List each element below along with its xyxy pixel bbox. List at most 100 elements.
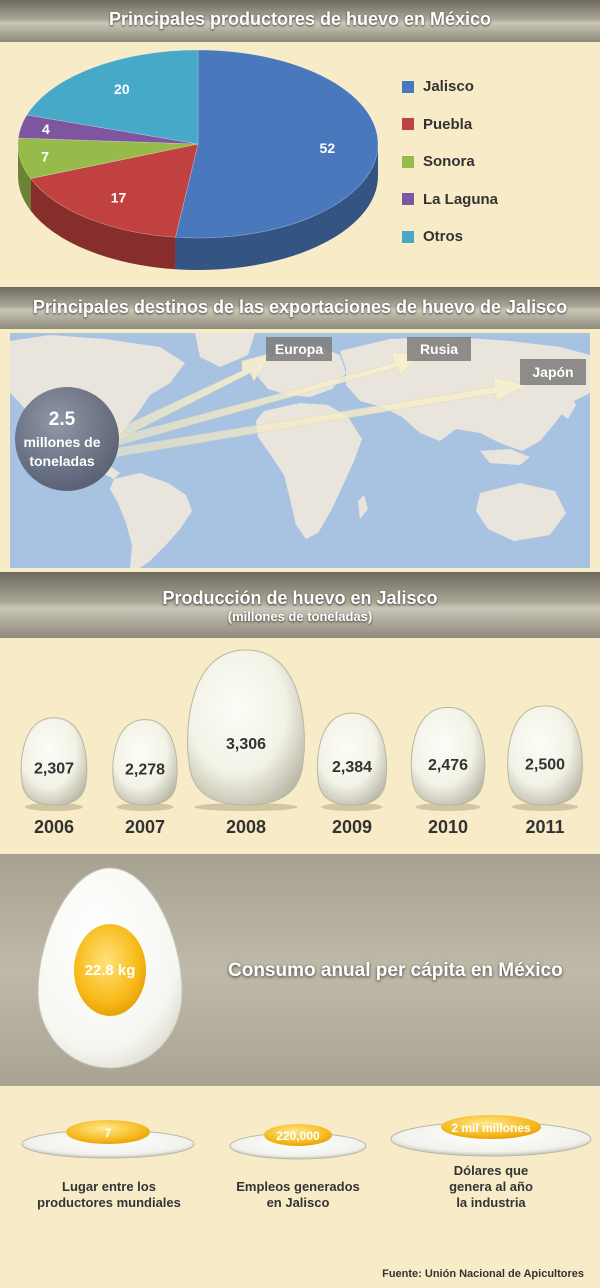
export-volume-circle: [15, 387, 119, 491]
legend-swatch: [402, 118, 414, 131]
legend-label: Puebla: [423, 115, 473, 133]
legend-label: La Laguna: [423, 190, 499, 208]
export-volume-unit-1: millones de: [23, 434, 100, 450]
production-chart-area: 2,307 2,278 3,306 2,384 2,476 2,500 2006 2007 2…: [0, 638, 600, 854]
pie-slice-la-laguna: [18, 114, 199, 145]
egg-value-label-2007: 2,278: [125, 761, 165, 778]
map-section-header: Principales destinos de las exportacione…: [0, 287, 600, 329]
legend-item-sonora: Sonora: [402, 143, 498, 181]
fact-value-3: 2 mil millones: [451, 1121, 531, 1135]
pie-value-label-jalisco: 52: [320, 140, 336, 156]
fact-value-2: 220,000: [276, 1129, 320, 1143]
pie-legend: Jalisco Puebla Sonora La Laguna Otros: [402, 68, 498, 256]
export-volume-unit-2: toneladas: [29, 453, 95, 469]
consumption-section: 22.8 kg Consumo anual per cápita en Méxi…: [0, 854, 600, 1086]
fried-eggs: 7 220,000 2 mil millones: [21, 1115, 592, 1160]
consumption-value: 22.8 kg: [85, 962, 136, 979]
legend-swatch: [402, 155, 414, 168]
pie-slice-otros: [26, 49, 199, 145]
fact-label-1: Lugar entre los productores mundiales: [37, 1179, 181, 1210]
pie-value-label-otros: 20: [114, 81, 130, 97]
year-label-2008: 2008: [225, 817, 267, 837]
legend-label: Jalisco: [423, 78, 474, 96]
destination-japon: Japón: [532, 364, 573, 380]
arrow-to-japon: [73, 376, 527, 464]
consumption-label: Consumo anual per cápita en México: [228, 960, 563, 981]
pie-value-label-la-laguna: 4: [42, 121, 50, 137]
pie-slice-puebla: [30, 143, 199, 238]
destination-box-europa: [266, 337, 332, 361]
destination-box-rusia: [407, 337, 471, 361]
egg-2009: [316, 712, 388, 806]
egg-yolk: [74, 924, 146, 1016]
pie-chart-area: 52 17 7 4 20 Jalisco Puebla Sonora La Laguna Otr…: [0, 42, 600, 287]
fact-label-3: Dólares que genera al año la industria: [449, 1163, 533, 1210]
year-label-2010: 2010: [427, 817, 469, 837]
pie-side-walls: [18, 144, 378, 270]
egg-shadow-2010: [415, 803, 481, 811]
egg-2007: [112, 719, 178, 806]
pie-chart: 52 17 7 4 20: [17, 49, 379, 270]
landmass-australia: [476, 483, 566, 541]
map-section-title: Principales destinos de las exportacione…: [32, 297, 568, 317]
legend-item-otros: Otros: [402, 218, 498, 256]
legend-label: Otros: [423, 228, 464, 246]
egg-value-label-2008: 3,306: [226, 736, 266, 753]
egg-shadow-2007: [116, 803, 174, 811]
egg-2010: [410, 706, 486, 806]
fact-egg-yolk-1: [66, 1120, 150, 1144]
landmass-greenland: [195, 333, 255, 367]
year-label-2009: 2009: [331, 817, 373, 837]
egg-value-label-2009: 2,384: [332, 759, 372, 776]
year-label-2007: 2007: [124, 817, 166, 837]
destination-box-japon: [520, 359, 586, 385]
pie-side-jalisco: [175, 144, 378, 270]
fact-egg-yolk-2: [264, 1124, 332, 1146]
pie-side-sonora: [18, 144, 31, 211]
landmass-madagascar: [358, 495, 368, 519]
legend-swatch: [402, 230, 414, 243]
landmass-africa: [256, 403, 362, 539]
pie-slice-sonora: [17, 137, 199, 179]
export-map-area: 2.5 millones de toneladas Europa Rusia J…: [0, 329, 600, 572]
legend-swatch: [402, 80, 414, 93]
egg-2006: [20, 717, 88, 806]
big-egg: 22.8 kg: [37, 867, 183, 1069]
arrow-to-rusia: [71, 352, 423, 458]
egg-2011: [507, 705, 583, 806]
egg-shadow-2006: [24, 803, 84, 811]
landmass-south-america: [110, 473, 192, 568]
year-label-2006: 2006: [33, 817, 75, 837]
egg-value-label-2006: 2,307: [34, 761, 74, 778]
world-map: 2.5 millones de toneladas Europa Rusia J…: [10, 333, 590, 568]
egg-value-label-2011: 2,500: [525, 756, 565, 773]
landmass-southeast-asia: [480, 449, 530, 465]
pie-slice-jalisco: [175, 49, 379, 239]
pie-side-puebla: [30, 178, 176, 270]
fact-value-1: 7: [105, 1126, 112, 1140]
source-note: Fuente: Unión Nacional de Apicultores: [382, 1268, 584, 1280]
facts-section: 7 220,000 2 mil millones Lugar entre los…: [0, 1086, 600, 1288]
legend-label: Sonora: [423, 153, 475, 171]
production-subtitle: (millones de toneladas): [227, 609, 373, 624]
fact-label-2: Empleos generados en Jalisco: [236, 1179, 360, 1210]
pie-chart-title: Principales productores de huevo en Méxi…: [108, 9, 492, 29]
destination-europa: Europa: [275, 341, 323, 357]
legend-swatch: [402, 193, 414, 206]
fact-egg-yolk-3: [441, 1115, 541, 1139]
egg-shadow-2008: [194, 803, 298, 811]
egg-value-label-2010: 2,476: [428, 757, 468, 774]
legend-item-jalisco: Jalisco: [402, 68, 498, 106]
pie-value-label-sonora: 7: [41, 149, 49, 165]
landmass-japan: [560, 393, 576, 419]
production-section-header: Producción de huevo en Jalisco (millones…: [0, 572, 600, 638]
destination-rusia: Rusia: [420, 341, 458, 357]
production-title: Producción de huevo en Jalisco: [162, 588, 438, 608]
legend-item-puebla: Puebla: [402, 106, 498, 144]
egg-2008: [187, 649, 305, 806]
legend-item-la-laguna: La Laguna: [402, 181, 498, 219]
export-volume-value: 2.5: [49, 409, 76, 430]
year-label-2011: 2011: [525, 817, 565, 837]
egg-shadow-2009: [321, 803, 383, 811]
egg-shadow-2011: [511, 803, 579, 811]
